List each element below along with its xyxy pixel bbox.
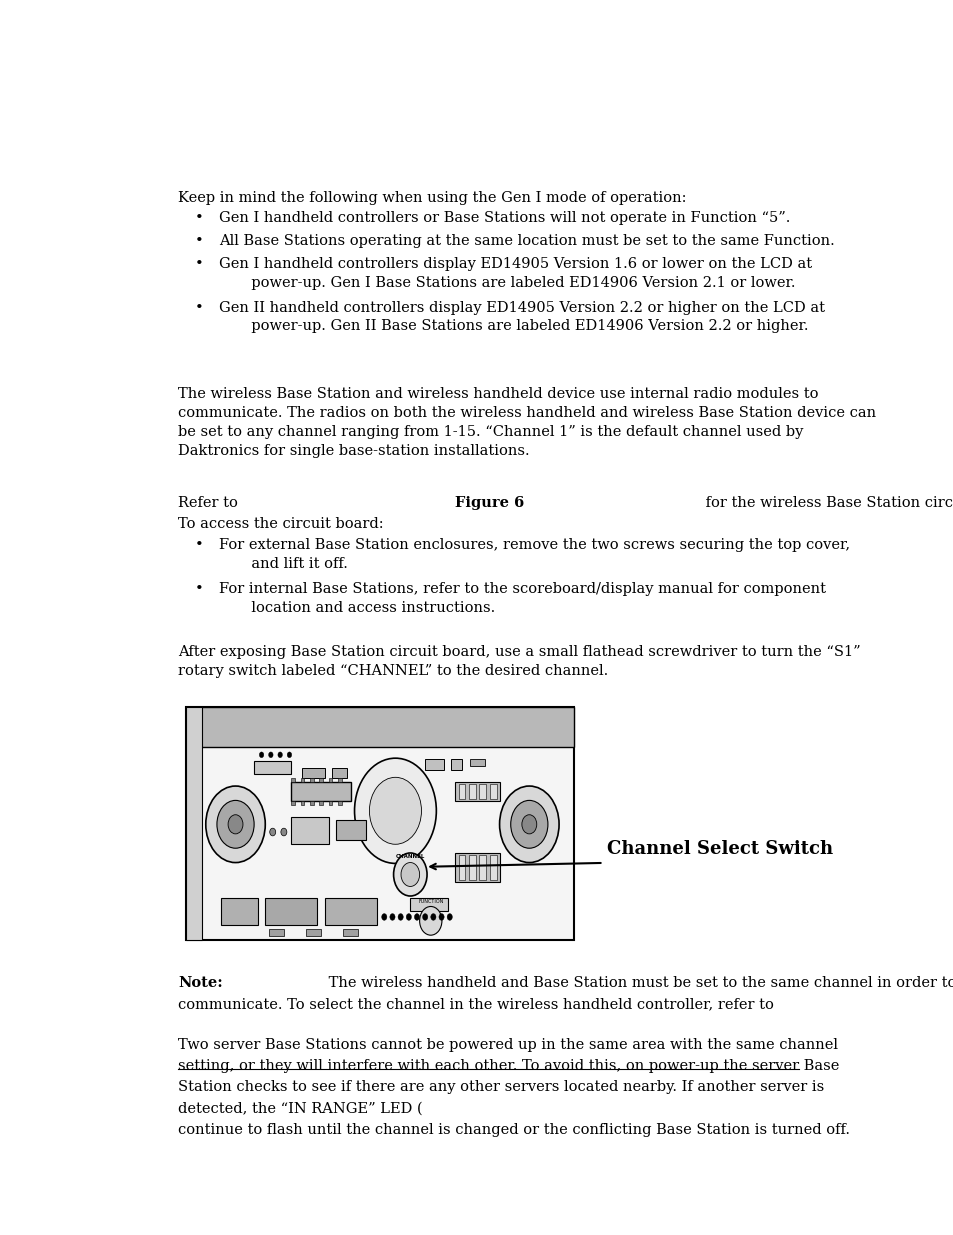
Bar <box>328 778 332 782</box>
Bar <box>337 802 341 805</box>
Text: Refer to: Refer to <box>178 496 243 510</box>
Bar <box>490 784 497 799</box>
Bar <box>479 855 486 881</box>
Bar <box>300 778 304 782</box>
Text: For internal Base Stations, refer to the scoreboard/display manual for component: For internal Base Stations, refer to the… <box>219 582 825 615</box>
Bar <box>186 708 574 940</box>
Bar <box>335 820 365 840</box>
Circle shape <box>438 914 444 920</box>
Text: continue to flash until the channel is changed or the conflicting Base Station i: continue to flash until the channel is c… <box>178 1123 849 1137</box>
Bar <box>490 855 497 881</box>
Bar <box>410 898 447 911</box>
Circle shape <box>397 914 403 920</box>
Bar <box>253 761 291 774</box>
Circle shape <box>414 914 419 920</box>
Bar <box>319 802 322 805</box>
Circle shape <box>259 752 264 758</box>
Bar <box>310 802 314 805</box>
Bar <box>343 929 358 936</box>
Text: To access the circuit board:: To access the circuit board: <box>178 516 384 531</box>
Circle shape <box>369 777 421 845</box>
Text: FUNCTION: FUNCTION <box>417 899 443 904</box>
Text: Note:: Note: <box>178 976 223 989</box>
Circle shape <box>400 862 419 887</box>
Bar <box>220 898 257 925</box>
Text: Channel Select Switch: Channel Select Switch <box>606 840 833 858</box>
Text: •: • <box>194 257 203 272</box>
Text: For external Base Station enclosures, remove the two screws securing the top cov: For external Base Station enclosures, re… <box>219 538 849 571</box>
Text: The wireless handheld and Base Station must be set to the same channel in order : The wireless handheld and Base Station m… <box>323 976 953 989</box>
Bar <box>324 898 376 925</box>
Text: for the wireless Base Station circuit board assembly drawing.: for the wireless Base Station circuit bo… <box>700 496 953 510</box>
Bar <box>455 782 499 802</box>
Text: After exposing Base Station circuit board, use a small flathead screwdriver to t: After exposing Base Station circuit boar… <box>178 646 861 678</box>
Bar <box>291 816 328 844</box>
Bar <box>458 855 465 881</box>
Circle shape <box>521 815 537 834</box>
Circle shape <box>206 785 265 862</box>
Text: •: • <box>194 211 203 225</box>
Bar <box>269 929 284 936</box>
Text: Gen I handheld controllers or Base Stations will not operate in Function “5”.: Gen I handheld controllers or Base Stati… <box>219 211 790 225</box>
Bar <box>469 784 476 799</box>
Circle shape <box>287 752 292 758</box>
Text: •: • <box>194 538 203 552</box>
Circle shape <box>216 800 253 848</box>
Text: setting, or they will interfere with each other. To avoid this, on power-up the : setting, or they will interfere with eac… <box>178 1058 839 1073</box>
Text: Keep in mind the following when using the Gen I mode of operation:: Keep in mind the following when using th… <box>178 191 686 205</box>
Bar <box>310 778 314 782</box>
Circle shape <box>355 758 436 863</box>
Circle shape <box>390 914 395 920</box>
Text: •: • <box>194 235 203 248</box>
Text: detected, the “IN RANGE” LED (: detected, the “IN RANGE” LED ( <box>178 1102 422 1115</box>
Circle shape <box>406 914 411 920</box>
Bar <box>451 758 462 771</box>
Bar <box>319 778 322 782</box>
Text: Gen I handheld controllers display ED14905 Version 1.6 or lower on the LCD at
  : Gen I handheld controllers display ED149… <box>219 257 811 290</box>
Bar <box>328 802 332 805</box>
Circle shape <box>277 752 282 758</box>
Bar <box>469 758 484 767</box>
Circle shape <box>431 914 436 920</box>
Bar <box>300 802 304 805</box>
Circle shape <box>270 829 275 836</box>
Circle shape <box>394 853 427 897</box>
Bar <box>186 708 574 747</box>
Bar <box>291 778 294 782</box>
Bar <box>291 782 351 802</box>
Text: •: • <box>194 582 203 597</box>
Bar <box>337 778 341 782</box>
Bar <box>455 853 499 882</box>
Bar <box>186 708 202 940</box>
Bar <box>469 855 476 881</box>
Circle shape <box>269 752 273 758</box>
Bar <box>306 929 321 936</box>
Circle shape <box>381 914 387 920</box>
Text: All Base Stations operating at the same location must be set to the same Functio: All Base Stations operating at the same … <box>219 235 834 248</box>
Text: The wireless Base Station and wireless handheld device use internal radio module: The wireless Base Station and wireless h… <box>178 387 876 458</box>
Bar <box>479 784 486 799</box>
Bar <box>302 768 324 778</box>
Circle shape <box>280 829 287 836</box>
Bar <box>265 898 317 925</box>
Text: Gen II handheld controllers display ED14905 Version 2.2 or higher on the LCD at
: Gen II handheld controllers display ED14… <box>219 301 824 333</box>
Circle shape <box>510 800 547 848</box>
Text: Station checks to see if there are any other servers located nearby. If another : Station checks to see if there are any o… <box>178 1081 823 1094</box>
Circle shape <box>499 785 558 862</box>
Circle shape <box>422 914 427 920</box>
Circle shape <box>419 906 441 935</box>
Bar <box>425 758 443 771</box>
Bar <box>332 768 347 778</box>
Circle shape <box>447 914 452 920</box>
Bar <box>458 784 465 799</box>
Text: communicate. To select the channel in the wireless handheld controller, refer to: communicate. To select the channel in th… <box>178 997 778 1011</box>
Text: Figure 6: Figure 6 <box>455 496 524 510</box>
Text: Two server Base Stations cannot be powered up in the same area with the same cha: Two server Base Stations cannot be power… <box>178 1037 838 1051</box>
Text: CHANNEL: CHANNEL <box>395 855 424 860</box>
Bar <box>291 802 294 805</box>
Text: •: • <box>194 301 203 315</box>
Circle shape <box>228 815 243 834</box>
